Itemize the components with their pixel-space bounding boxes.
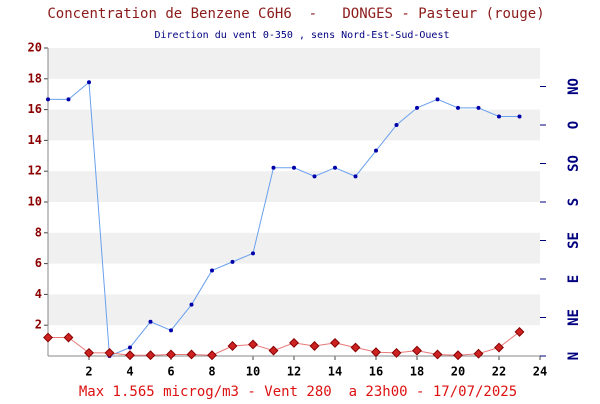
- series-point: [46, 97, 50, 102]
- y2-tick-label: SO: [566, 155, 582, 172]
- series-point: [251, 251, 255, 256]
- series-point: [350, 342, 361, 353]
- x-tick-label: 16: [369, 365, 383, 379]
- x-tick-label: 4: [126, 365, 133, 379]
- series-point: [84, 347, 94, 358]
- series-point: [394, 123, 399, 127]
- y2-tick-label: E: [566, 275, 582, 283]
- series-point: [186, 349, 197, 360]
- series-point: [330, 337, 340, 348]
- x-tick-label: 10: [246, 365, 260, 379]
- series-point: [456, 105, 460, 110]
- series-point: [292, 165, 296, 170]
- y2-tick-label: N: [566, 352, 582, 360]
- chart-footer: Max 1.565 microg/m3 - Vent 280 a 23h00 -…: [79, 384, 517, 400]
- series-point: [207, 350, 217, 361]
- grid-band: [48, 294, 540, 326]
- series-point: [494, 342, 504, 353]
- x-tick-label: 24: [533, 365, 547, 379]
- chart-subtitle: Direction du vent 0-350 , sens Nord-Est-…: [154, 30, 449, 41]
- series-point: [374, 148, 378, 153]
- series-point: [333, 165, 337, 170]
- series-point: [189, 302, 194, 307]
- series-point: [453, 350, 463, 361]
- y-tick-label: 18: [28, 71, 42, 85]
- x-tick-label: 22: [492, 365, 506, 379]
- series-point: [248, 339, 258, 350]
- series-point: [43, 332, 53, 343]
- y2-tick-label: NO: [566, 78, 582, 95]
- series-point: [353, 174, 358, 179]
- grid-band: [48, 109, 540, 141]
- series-point: [227, 341, 238, 351]
- chart-title: Concentration de Benzene C6H6 - DONGES -…: [47, 6, 544, 22]
- series-point: [514, 326, 525, 337]
- series-point: [145, 350, 156, 361]
- y-tick-label: 6: [35, 256, 42, 270]
- series-point: [230, 259, 235, 264]
- x-tick-label: 14: [328, 365, 342, 379]
- series-point: [125, 350, 135, 361]
- y2-tick-label: S: [566, 198, 582, 206]
- series-point: [412, 345, 422, 356]
- series-point: [210, 268, 214, 273]
- x-tick-label: 6: [167, 365, 174, 379]
- y2-tick-label: SE: [566, 232, 582, 249]
- series-point: [309, 341, 320, 351]
- x-tick-label: 2: [85, 365, 92, 379]
- series-point: [497, 114, 501, 119]
- y-tick-label: 8: [35, 225, 42, 239]
- y-tick-label: 12: [28, 164, 42, 178]
- y-tick-label: 16: [28, 102, 42, 116]
- series-point: [63, 332, 74, 343]
- series-point: [415, 105, 419, 110]
- series-point: [87, 80, 91, 85]
- y-tick-label: 20: [28, 41, 42, 55]
- series-point: [271, 165, 276, 170]
- series-point: [371, 347, 381, 358]
- series-point: [517, 114, 522, 119]
- series-point: [268, 345, 279, 356]
- grid-band: [48, 171, 540, 202]
- series-point: [391, 347, 402, 358]
- series-point: [128, 345, 132, 350]
- series-point: [166, 349, 176, 360]
- x-tick-label: 8: [208, 365, 215, 379]
- series-point: [66, 97, 71, 102]
- x-tick-label: 20: [451, 365, 465, 379]
- y2-tick-label: NE: [566, 309, 582, 326]
- series-point: [435, 97, 440, 102]
- series-point: [432, 349, 443, 360]
- y-tick-label: 2: [35, 318, 42, 332]
- series-point: [289, 337, 299, 348]
- series-point: [312, 174, 317, 179]
- series-point: [476, 105, 481, 110]
- grid-band: [48, 48, 540, 79]
- y-tick-label: 14: [28, 133, 42, 147]
- x-tick-label: 18: [410, 365, 424, 379]
- series-point: [104, 347, 115, 358]
- x-tick-label: 12: [287, 365, 301, 379]
- series-point: [148, 319, 153, 324]
- series-point: [169, 328, 173, 333]
- y2-tick-label: O: [566, 121, 582, 129]
- y-tick-label: 4: [35, 287, 42, 301]
- series-line: [48, 81, 520, 357]
- grid-band: [48, 232, 540, 264]
- series-point: [473, 348, 484, 359]
- y-tick-label: 10: [28, 195, 42, 209]
